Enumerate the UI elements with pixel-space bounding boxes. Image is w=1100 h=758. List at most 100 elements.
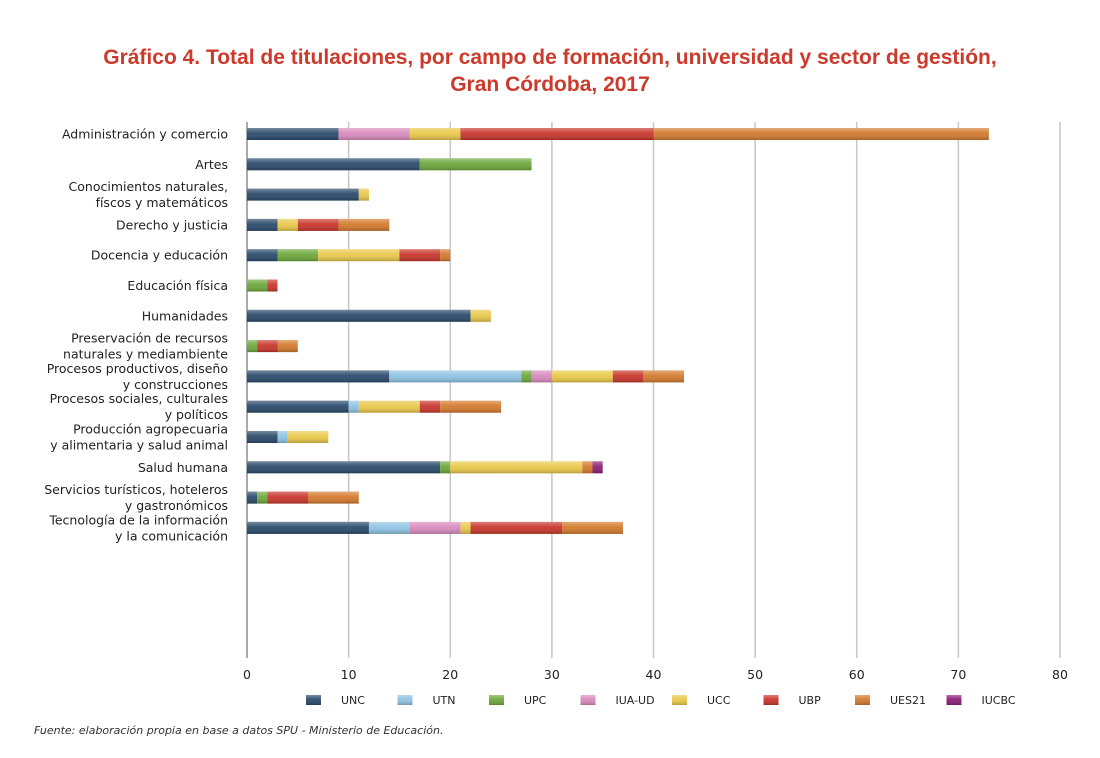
bars — [247, 128, 989, 534]
bar-shade-upc-7 — [247, 340, 258, 353]
x-tick-label-50: 50 — [747, 667, 763, 682]
bar-shade-ucc-8 — [551, 370, 613, 383]
category-label-2-0: Conocimientos naturales, — [69, 179, 228, 194]
bar-shade-ues21-12 — [307, 491, 359, 504]
bar-shade-unc-3 — [247, 218, 278, 231]
legend: UNC UTN UPC IUA-UD UCC UBP UES21 IUCBC — [306, 694, 1016, 707]
bar-shade-ubp-7 — [257, 340, 278, 353]
bar-shade-upc-8 — [521, 370, 532, 383]
legend-swatch-shade-ubp — [763, 695, 779, 705]
bar-shade-iua-ud-13 — [409, 521, 461, 534]
chart-title: Gráfico 4. Total de titulaciones, por ca… — [0, 44, 1100, 98]
bar-shade-unc-11 — [247, 461, 441, 474]
legend-label-unc: UNC — [341, 694, 365, 707]
bar-shade-ucc-9 — [358, 400, 420, 413]
x-tick-label-60: 60 — [849, 667, 865, 682]
legend-label-utn: UTN — [433, 694, 456, 707]
legend-label-ues21: UES21 — [890, 694, 926, 707]
category-label-9-0: Procesos sociales, culturales — [50, 391, 228, 406]
bar-shade-upc-5 — [247, 279, 268, 292]
bar-shade-ucc-13 — [460, 521, 471, 534]
bar-shade-utn-10 — [277, 431, 288, 443]
legend-swatch-shade-ues21 — [855, 695, 870, 705]
category-label-8-0: Procesos productivos, diseño — [47, 361, 228, 376]
bar-shade-upc-11 — [440, 461, 451, 474]
bar-shade-ubp-13 — [470, 521, 563, 534]
bar-shade-ues21-13 — [562, 521, 624, 534]
category-label-12-1: y gastronómicos — [125, 498, 228, 513]
legend-swatch-shade-iucbc — [946, 695, 962, 705]
bar-shade-utn-13 — [368, 521, 410, 534]
bar-shade-unc-4 — [247, 249, 278, 262]
bar-shade-ucc-2 — [358, 188, 369, 201]
bar-shade-ucc-11 — [450, 461, 583, 474]
category-label-13-1: y la comunicación — [115, 528, 228, 543]
category-label-3-0: Derecho y justicia — [116, 217, 228, 232]
category-label-9-1: y políticos — [165, 407, 228, 422]
category-label-7-1: naturales y mediambiente — [63, 347, 228, 362]
legend-label-iua-ud: IUA-UD — [616, 694, 655, 707]
category-label-10-0: Producción agropecuaria — [73, 422, 228, 437]
bar-shade-unc-1 — [247, 158, 420, 171]
x-axis-tick-labels: 0 10 20 30 40 50 60 70 80 — [243, 667, 1068, 682]
category-label-6-0: Humanidades — [142, 308, 228, 323]
legend-label-ubp: UBP — [799, 694, 822, 707]
bar-shade-ues21-0 — [653, 128, 989, 140]
category-labels: Administración y comercio Artes Conocimien… — [44, 127, 228, 544]
bar-shade-unc-9 — [247, 400, 349, 413]
category-label-2-1: físcos y matemáticos — [96, 195, 228, 210]
bar-shade-ucc-3 — [277, 218, 298, 231]
category-label-13-0: Tecnología de la información — [48, 512, 228, 527]
bar-shade-unc-13 — [247, 521, 369, 534]
legend-swatch-shade-ucc — [672, 695, 687, 705]
x-tick-label-80: 80 — [1052, 667, 1068, 682]
bar-shade-ubp-3 — [297, 218, 339, 231]
bar-shade-ues21-4 — [440, 249, 451, 262]
bar-shade-iucbc-11 — [592, 461, 603, 474]
source-note: Fuente: elaboración propia en base a dat… — [34, 724, 444, 737]
legend-swatch-shade-upc — [489, 695, 504, 705]
bar-shade-ues21-11 — [582, 461, 593, 474]
bar-shade-ucc-6 — [470, 309, 491, 322]
bar-shade-utn-8 — [389, 370, 522, 383]
bar-shade-unc-0 — [247, 128, 339, 140]
bar-shade-upc-4 — [277, 249, 319, 262]
category-label-5-0: Educación física — [127, 278, 228, 293]
category-label-4-0: Docencia y educación — [91, 248, 228, 263]
bar-shade-ues21-7 — [277, 340, 298, 353]
x-tick-label-30: 30 — [544, 667, 560, 682]
bar-shade-ubp-5 — [267, 279, 278, 292]
legend-label-upc: UPC — [524, 694, 547, 707]
x-tick-label-10: 10 — [341, 667, 357, 682]
category-label-8-1: y construcciones — [123, 377, 228, 392]
gridlines — [246, 122, 1061, 658]
legend-label-iucbc: IUCBC — [982, 694, 1016, 707]
bar-shade-ubp-0 — [460, 128, 654, 140]
category-label-1-0: Artes — [195, 157, 228, 172]
bar-shade-ubp-4 — [399, 249, 441, 262]
bar-shade-ubp-9 — [419, 400, 441, 413]
bar-shade-upc-12 — [257, 491, 268, 504]
bar-shade-ubp-8 — [612, 370, 644, 383]
bar-shade-ucc-4 — [318, 249, 400, 262]
bar-shade-utn-9 — [348, 400, 359, 413]
category-label-7-0: Preservación de recursos — [71, 331, 228, 346]
bar-shade-ucc-0 — [409, 128, 461, 140]
category-label-10-1: y alimentaria y salud animal — [50, 438, 228, 453]
bar-shade-ucc-10 — [287, 431, 329, 443]
legend-label-ucc: UCC — [707, 694, 731, 707]
bar-shade-unc-2 — [247, 188, 359, 201]
legend-swatch-shade-utn — [397, 695, 413, 705]
legend-swatch-shade-unc — [306, 695, 321, 705]
bar-shade-ubp-12 — [267, 491, 308, 504]
bar-shade-iua-ud-0 — [338, 128, 410, 140]
category-label-12-0: Servicios turísticos, hoteleros — [44, 482, 228, 497]
chart-title-line-2: Gran Córdoba, 2017 — [450, 73, 650, 96]
bar-shade-ues21-8 — [643, 370, 684, 383]
bar-shade-iua-ud-8 — [531, 370, 552, 383]
bar-shade-unc-6 — [247, 309, 471, 322]
category-label-0-0: Administración y comercio — [62, 127, 228, 142]
bar-shade-upc-1 — [419, 158, 532, 171]
bar-shade-unc-12 — [247, 491, 258, 504]
